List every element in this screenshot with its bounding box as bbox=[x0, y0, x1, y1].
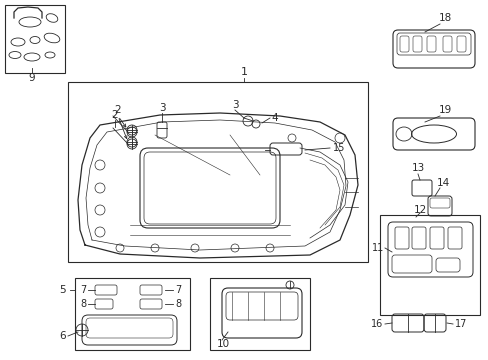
Bar bbox=[75, 278, 190, 350]
Text: 19: 19 bbox=[437, 105, 451, 115]
Text: 5: 5 bbox=[60, 285, 66, 295]
Text: 8: 8 bbox=[80, 299, 86, 309]
Text: 3: 3 bbox=[231, 100, 238, 110]
Text: 1: 1 bbox=[240, 67, 247, 77]
Text: 6: 6 bbox=[60, 331, 66, 341]
Text: 14: 14 bbox=[435, 178, 448, 188]
Text: 2: 2 bbox=[111, 110, 118, 120]
Bar bbox=[209, 278, 309, 350]
Text: 3: 3 bbox=[159, 103, 165, 113]
Text: 17: 17 bbox=[454, 319, 467, 329]
Text: 8: 8 bbox=[175, 299, 181, 309]
Text: 16: 16 bbox=[370, 319, 382, 329]
Text: 10: 10 bbox=[217, 339, 230, 349]
Text: 18: 18 bbox=[437, 13, 451, 23]
Text: 7: 7 bbox=[80, 285, 86, 295]
Text: 15: 15 bbox=[332, 143, 345, 153]
Text: 12: 12 bbox=[412, 205, 426, 215]
Text: 2: 2 bbox=[115, 105, 121, 115]
Bar bbox=[68, 82, 367, 262]
Text: 13: 13 bbox=[410, 163, 424, 173]
Bar bbox=[5, 5, 65, 73]
Text: 11: 11 bbox=[371, 243, 383, 253]
Text: 9: 9 bbox=[29, 73, 35, 83]
Text: 4: 4 bbox=[271, 113, 278, 123]
Bar bbox=[379, 215, 479, 315]
Text: 7: 7 bbox=[175, 285, 181, 295]
